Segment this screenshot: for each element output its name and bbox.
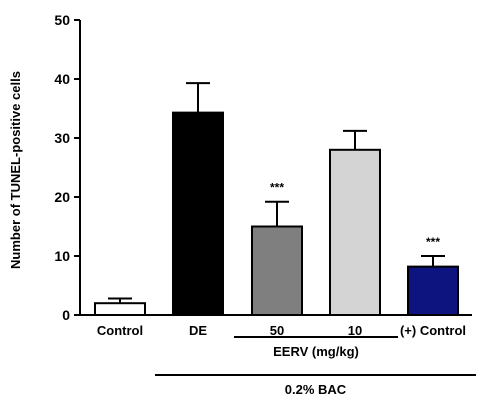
x-tick-label: (+) Control [400,323,466,338]
bar-3 [329,148,381,316]
x-tick-label: 50 [270,323,284,338]
significance-label: *** [426,235,440,249]
significance-label: *** [270,181,284,195]
bar-1 [172,111,224,316]
group-label: 0.2% BAC [285,382,347,397]
y-tick-label: 20 [54,189,70,205]
x-tick-label: 10 [348,323,362,338]
bar-0 [94,302,146,317]
y-axis-label: Number of TUNEL-positive cells [8,71,23,269]
x-tick-label: Control [97,323,143,338]
bar-2 [251,225,303,316]
group-label: EERV (mg/kg) [273,344,359,359]
y-tick-label: 30 [54,130,70,146]
y-tick-label: 0 [62,307,70,323]
y-tick-label: 50 [54,12,70,28]
y-tick-label: 40 [54,71,70,87]
bar-4 [407,265,459,316]
labels: Control DE *** 50 10 *** (+) Control EERV (mg/k… [97,181,476,397]
x-tick-label: DE [189,323,207,338]
y-tick-label: 10 [54,248,70,264]
bars [94,82,459,317]
